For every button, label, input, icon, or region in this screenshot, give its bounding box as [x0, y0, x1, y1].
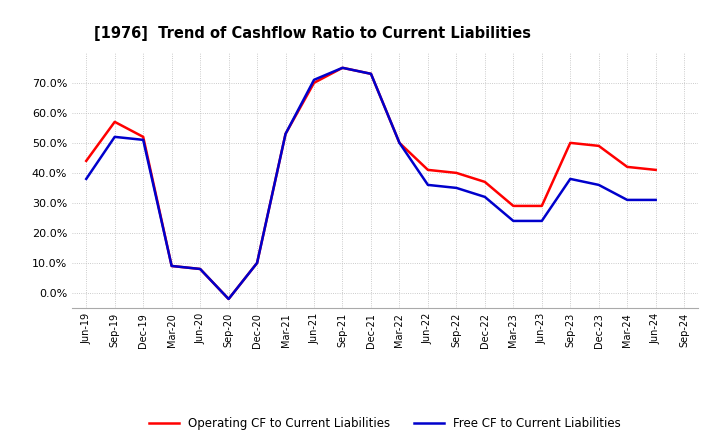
Free CF to Current Liabilities [480, 194, 489, 200]
Free CF to Current Liabilities [395, 140, 404, 146]
Operating CF to Current Liabilities [509, 203, 518, 209]
Operating CF to Current Liabilities [253, 260, 261, 266]
Line: Operating CF to Current Liabilities: Operating CF to Current Liabilities [86, 68, 656, 299]
Free CF to Current Liabilities [338, 65, 347, 70]
Free CF to Current Liabilities [282, 131, 290, 136]
Legend: Operating CF to Current Liabilities, Free CF to Current Liabilities: Operating CF to Current Liabilities, Fre… [145, 412, 626, 435]
Operating CF to Current Liabilities [595, 143, 603, 149]
Operating CF to Current Liabilities [110, 119, 119, 125]
Free CF to Current Liabilities [110, 134, 119, 139]
Operating CF to Current Liabilities [225, 297, 233, 302]
Operating CF to Current Liabilities [423, 167, 432, 172]
Free CF to Current Liabilities [366, 71, 375, 77]
Operating CF to Current Liabilities [566, 140, 575, 146]
Operating CF to Current Liabilities [196, 266, 204, 271]
Free CF to Current Liabilities [652, 197, 660, 202]
Operating CF to Current Liabilities [366, 71, 375, 77]
Operating CF to Current Liabilities [167, 263, 176, 268]
Operating CF to Current Liabilities [139, 134, 148, 139]
Free CF to Current Liabilities [196, 266, 204, 271]
Free CF to Current Liabilities [82, 176, 91, 182]
Free CF to Current Liabilities [310, 77, 318, 82]
Operating CF to Current Liabilities [310, 80, 318, 85]
Free CF to Current Liabilities [623, 197, 631, 202]
Operating CF to Current Liabilities [338, 65, 347, 70]
Operating CF to Current Liabilities [480, 179, 489, 184]
Line: Free CF to Current Liabilities: Free CF to Current Liabilities [86, 68, 656, 299]
Operating CF to Current Liabilities [623, 164, 631, 169]
Free CF to Current Liabilities [595, 182, 603, 187]
Free CF to Current Liabilities [139, 137, 148, 143]
Free CF to Current Liabilities [225, 297, 233, 302]
Operating CF to Current Liabilities [395, 140, 404, 146]
Text: [1976]  Trend of Cashflow Ratio to Current Liabilities: [1976] Trend of Cashflow Ratio to Curren… [94, 26, 531, 41]
Free CF to Current Liabilities [423, 182, 432, 187]
Operating CF to Current Liabilities [82, 158, 91, 164]
Operating CF to Current Liabilities [652, 167, 660, 172]
Free CF to Current Liabilities [537, 218, 546, 224]
Free CF to Current Liabilities [566, 176, 575, 182]
Free CF to Current Liabilities [167, 263, 176, 268]
Free CF to Current Liabilities [253, 260, 261, 266]
Operating CF to Current Liabilities [537, 203, 546, 209]
Operating CF to Current Liabilities [282, 131, 290, 136]
Operating CF to Current Liabilities [452, 170, 461, 176]
Free CF to Current Liabilities [452, 185, 461, 191]
Free CF to Current Liabilities [509, 218, 518, 224]
